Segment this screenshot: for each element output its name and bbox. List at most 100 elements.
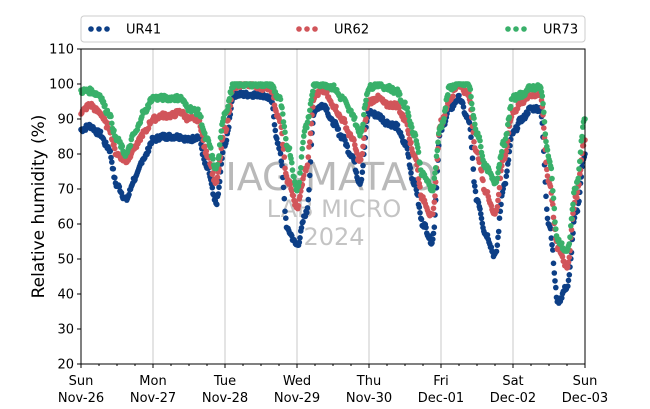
data-point bbox=[566, 272, 573, 278]
data-point bbox=[552, 278, 558, 284]
data-point bbox=[432, 170, 438, 176]
data-point bbox=[435, 139, 441, 145]
data-point bbox=[538, 89, 545, 95]
data-point bbox=[575, 175, 582, 182]
data-point bbox=[109, 120, 115, 127]
data-point bbox=[503, 148, 510, 154]
data-point bbox=[550, 188, 556, 194]
data-point bbox=[417, 160, 423, 166]
data-point bbox=[570, 201, 576, 208]
x-tick-label-date: Nov-29 bbox=[274, 391, 320, 406]
data-point bbox=[434, 147, 441, 154]
data-point bbox=[290, 192, 297, 199]
data-point bbox=[215, 191, 222, 197]
data-point bbox=[300, 218, 306, 225]
data-point bbox=[466, 119, 473, 126]
series-UR41 bbox=[78, 89, 588, 306]
legend-item-UR73: UR73 bbox=[505, 23, 578, 38]
data-point bbox=[335, 126, 342, 132]
x-tick-label-date: Nov-26 bbox=[58, 391, 104, 406]
data-point bbox=[468, 93, 474, 100]
data-point bbox=[304, 162, 311, 168]
data-point bbox=[216, 184, 222, 191]
data-point bbox=[568, 215, 575, 222]
data-point bbox=[409, 124, 415, 130]
data-point bbox=[108, 154, 114, 161]
data-point bbox=[145, 148, 152, 155]
data-point bbox=[305, 154, 312, 160]
data-point bbox=[279, 104, 285, 111]
data-point bbox=[495, 234, 501, 241]
data-point bbox=[553, 226, 559, 232]
data-point bbox=[304, 205, 311, 211]
data-point bbox=[109, 159, 115, 165]
data-point bbox=[297, 193, 303, 200]
data-point bbox=[573, 185, 579, 191]
data-point bbox=[412, 132, 419, 138]
data-point bbox=[418, 216, 425, 223]
data-point bbox=[549, 175, 555, 182]
legend-marker bbox=[104, 26, 110, 32]
data-point bbox=[566, 241, 573, 247]
data-point bbox=[275, 140, 282, 147]
legend-marker bbox=[513, 26, 519, 32]
data-point bbox=[280, 119, 287, 125]
data-point bbox=[289, 159, 295, 166]
legend-marker bbox=[505, 26, 511, 32]
data-point bbox=[108, 113, 114, 120]
data-point bbox=[282, 129, 288, 135]
legend-label: UR41 bbox=[126, 23, 161, 38]
data-point bbox=[505, 121, 511, 128]
data-point bbox=[495, 228, 502, 235]
y-tick-label: 60 bbox=[57, 218, 74, 233]
data-point bbox=[298, 165, 304, 171]
data-point bbox=[363, 97, 369, 104]
legend-marker bbox=[312, 26, 318, 32]
data-point bbox=[430, 236, 436, 242]
x-tick-label-date: Nov-28 bbox=[202, 391, 248, 406]
data-point bbox=[119, 143, 126, 149]
data-point bbox=[559, 295, 565, 301]
data-point bbox=[496, 161, 503, 168]
data-point bbox=[559, 240, 565, 246]
data-point bbox=[578, 138, 585, 144]
data-point bbox=[548, 165, 555, 172]
data-point bbox=[480, 177, 486, 184]
data-point bbox=[289, 167, 296, 173]
data-point bbox=[359, 150, 366, 157]
legend-label: UR73 bbox=[543, 23, 578, 38]
data-point bbox=[280, 111, 286, 117]
data-point bbox=[514, 125, 521, 132]
legend-marker bbox=[296, 26, 302, 32]
data-point bbox=[283, 215, 289, 221]
data-point bbox=[214, 174, 221, 180]
data-point bbox=[553, 284, 559, 291]
x-tick-label-date: Nov-27 bbox=[130, 391, 176, 406]
data-point bbox=[479, 153, 486, 159]
grid bbox=[152, 49, 514, 364]
data-point bbox=[460, 104, 467, 110]
data-point bbox=[299, 145, 306, 152]
data-point bbox=[307, 130, 314, 137]
data-point bbox=[477, 206, 483, 212]
data-point bbox=[342, 119, 348, 126]
data-point bbox=[550, 247, 556, 253]
data-point bbox=[552, 219, 558, 225]
data-point bbox=[548, 235, 555, 241]
data-point bbox=[415, 149, 422, 155]
data-point bbox=[415, 176, 422, 182]
legend: UR41 UR62 UR73 bbox=[80, 15, 586, 43]
y-tick-label: 20 bbox=[57, 358, 74, 373]
data-point bbox=[209, 184, 216, 191]
data-point bbox=[472, 183, 478, 189]
y-tick-label: 90 bbox=[57, 113, 74, 128]
data-point bbox=[550, 214, 557, 221]
data-point bbox=[296, 179, 303, 186]
watermark-line-2: LAB MICRO bbox=[267, 195, 402, 223]
data-point bbox=[102, 102, 108, 108]
data-point bbox=[210, 156, 216, 162]
data-point bbox=[493, 248, 500, 255]
y-tick-label: 50 bbox=[57, 253, 74, 268]
data-point bbox=[298, 154, 305, 160]
data-point bbox=[408, 170, 414, 176]
